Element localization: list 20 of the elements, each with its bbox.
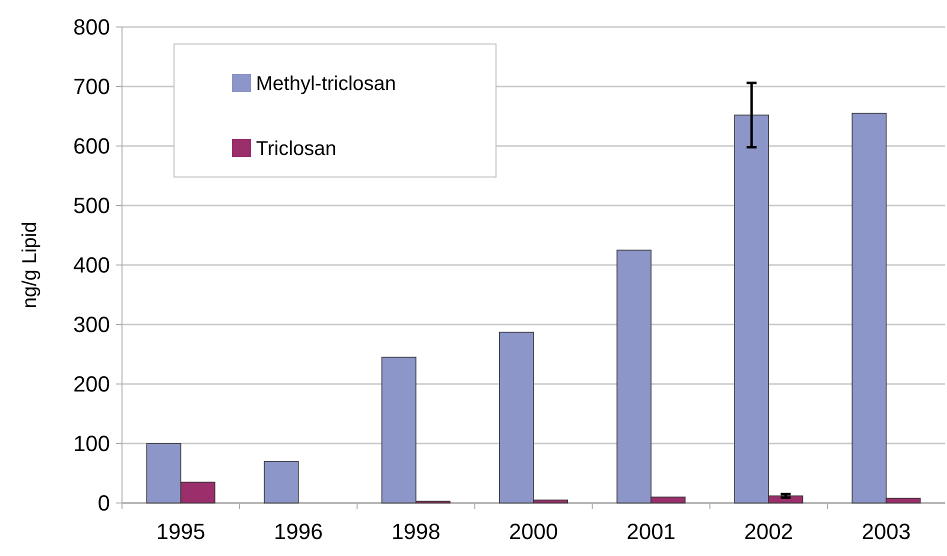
x-tick-label: 2003 xyxy=(862,519,911,544)
y-tick-label: 100 xyxy=(73,431,110,456)
x-tick-label: 2002 xyxy=(744,519,794,544)
x-tick-label: 2000 xyxy=(509,519,558,544)
y-tick-label: 500 xyxy=(73,193,110,218)
y-tick-label: 700 xyxy=(73,74,110,100)
y-tick-label: 600 xyxy=(73,134,110,159)
x-tick-label: 1996 xyxy=(274,519,323,544)
y-tick-label: 200 xyxy=(73,372,110,397)
y-axis-title: ng/g Lipid xyxy=(19,222,41,308)
legend-label: Methyl-triclosan xyxy=(256,73,396,95)
legend-label: Triclosan xyxy=(256,138,336,160)
bar xyxy=(264,460,299,504)
y-tick-label: 0 xyxy=(98,490,110,516)
y-tick-label: 300 xyxy=(73,312,110,338)
y-tick-label: 800 xyxy=(73,14,110,40)
x-tick-label: 2001 xyxy=(626,519,676,544)
y-tick-label: 400 xyxy=(73,252,110,278)
x-tick-label: 1998 xyxy=(391,519,440,544)
x-tick-label: 1995 xyxy=(156,519,206,544)
